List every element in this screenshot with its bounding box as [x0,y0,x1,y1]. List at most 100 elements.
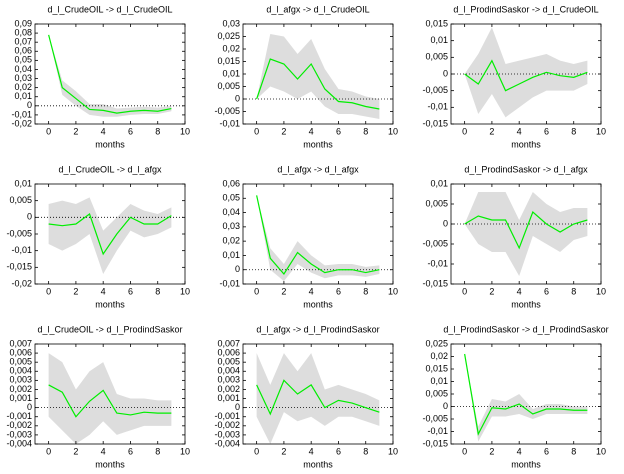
chart-title: d_l_CrudeOIL -> d_l_ProdindSaskor [37,324,182,334]
x-tick-label: 4 [517,286,522,296]
plot-frame [34,343,186,445]
chart-title: d_l_CrudeOIL -> d_l_afgx [59,164,162,174]
y-tick-label: -0,01 [11,245,32,255]
x-tick-label: 2 [281,126,286,136]
x-axis-label: months [303,459,333,469]
x-tick-label: 8 [571,126,576,136]
y-tick-label: 0,007 [9,338,32,348]
x-tick-label: 6 [336,286,341,296]
chart-title: d_l_CrudeOIL -> d_l_CrudeOIL [48,4,173,14]
plot-frame [450,183,602,285]
y-tick-label: 0 [235,402,240,412]
y-tick-label: 0,02 [430,351,448,361]
x-tick-label: 6 [544,446,549,456]
x-tick-label: 0 [254,286,259,296]
chart-title: d_l_ProdindSaskor -> d_l_afgx [464,164,588,174]
y-tick-label: -0,004 [6,438,32,448]
y-tick-label: 0,05 [222,193,240,203]
x-tick-label: 2 [489,126,494,136]
x-tick-label: 8 [571,446,576,456]
x-tick-label: 6 [336,446,341,456]
confidence-band [256,353,380,444]
response-line [48,384,172,418]
y-tick-label: -0,01 [427,258,448,268]
y-tick-label: -0,002 [6,420,32,430]
confidence-band [48,197,172,274]
x-tick-label: 0 [254,126,259,136]
x-tick-label: 6 [128,126,133,136]
x-axis-label: months [511,299,541,309]
y-tick-label: 0 [235,93,240,103]
response-line [464,59,588,92]
x-tick-label: 10 [180,446,190,456]
y-tick-label: 0,01 [222,68,240,78]
chart-title: d_l_afgx -> d_l_afgx [277,164,359,174]
y-tick-label: 0,03 [222,221,240,231]
x-tick-label: 6 [336,126,341,136]
y-tick-label: 0,005 [9,195,32,205]
response-line [48,34,172,114]
y-tick-label: 0,01 [430,376,448,386]
y-tick-label: 0,01 [222,250,240,260]
x-tick-label: 4 [309,286,314,296]
y-tick-label: 0,004 [9,366,32,376]
y-tick-label: 0,01 [430,178,448,188]
confidence-band [48,34,172,117]
y-tick-label: 0,015 [425,18,448,28]
x-tick-label: 2 [73,286,78,296]
y-tick-label: 0,02 [222,236,240,246]
x-tick-label: 10 [180,286,190,296]
y-tick-label: 0,06 [14,46,32,56]
y-tick-label: -0,005 [214,106,240,116]
y-tick-label: 0,04 [14,64,32,74]
y-tick-label: 0,001 [9,393,32,403]
y-tick-label: 0,006 [217,347,240,357]
y-tick-label: -0,015 [422,438,448,448]
chart-title: d_l_ProdindSaskor -> d_l_CrudeOIL [453,4,598,14]
x-axis-label: months [95,299,125,309]
x-tick-label: 6 [544,286,549,296]
x-axis-label: months [95,459,125,469]
y-tick-label: 0,03 [14,73,32,83]
y-tick-label: -0,005 [422,238,448,248]
x-tick-label: 10 [596,126,606,136]
y-tick-label: -0,003 [6,429,32,439]
y-tick-label: 0 [27,402,32,412]
y-tick-label: 0 [235,264,240,274]
confidence-band [464,192,588,276]
x-tick-label: 0 [46,446,51,456]
y-tick-label: 0,08 [14,27,32,37]
y-tick-label: 0,025 [217,31,240,41]
y-tick-label: 0,07 [14,37,32,47]
response-line [256,58,380,110]
chart-title: d_l_ProdindSaskor -> d_l_ProdindSaskor [443,324,608,334]
y-tick-label: -0,01 [11,109,32,119]
y-tick-label: 0,005 [425,198,448,208]
y-tick-label: 0,007 [217,338,240,348]
y-tick-label: -0,015 [422,278,448,288]
x-tick-label: 4 [309,446,314,456]
response-line [256,195,380,276]
plot-frame [242,343,394,445]
plot-frame [450,343,602,445]
y-tick-label: 0,015 [425,363,448,373]
y-tick-label: 0 [443,68,448,78]
y-tick-label: 0,003 [9,375,32,385]
confidence-band [256,195,380,282]
x-tick-label: 0 [462,286,467,296]
y-tick-label: 0,01 [14,91,32,101]
x-tick-label: 6 [544,126,549,136]
y-tick-label: 0,03 [222,18,240,28]
chart-title: d_l_afgx -> d_l_ProdindSaskor [256,324,379,334]
x-tick-label: 2 [489,286,494,296]
y-tick-label: 0,01 [430,35,448,45]
y-tick-label: -0,002 [214,420,240,430]
x-tick-label: 6 [128,286,133,296]
y-tick-label: -0,003 [214,429,240,439]
x-tick-label: 4 [309,126,314,136]
y-tick-label: 0,02 [14,82,32,92]
y-tick-label: -0,01 [427,102,448,112]
x-axis-label: months [303,139,333,149]
x-tick-label: 4 [517,126,522,136]
